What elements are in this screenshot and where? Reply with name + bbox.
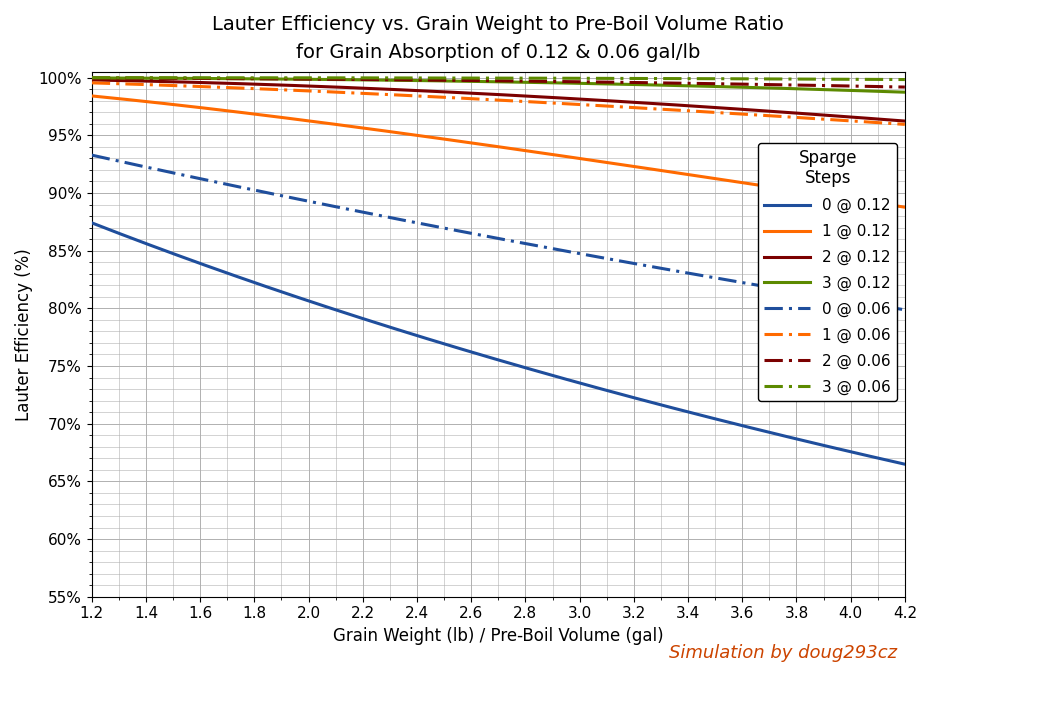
Legend: 0 @ 0.12, 1 @ 0.12, 2 @ 0.12, 3 @ 0.12, 0 @ 0.06, 1 @ 0.06, 2 @ 0.06, 3 @ 0.06: 0 @ 0.12, 1 @ 0.12, 2 @ 0.12, 3 @ 0.12, … bbox=[758, 143, 897, 401]
Title: Lauter Efficiency vs. Grain Weight to Pre-Boil Volume Ratio
for Grain Absorption: Lauter Efficiency vs. Grain Weight to Pr… bbox=[213, 15, 785, 62]
X-axis label: Grain Weight (lb) / Pre-Boil Volume (gal): Grain Weight (lb) / Pre-Boil Volume (gal… bbox=[333, 627, 664, 645]
Text: Simulation by doug293cz: Simulation by doug293cz bbox=[668, 644, 897, 662]
Y-axis label: Lauter Efficiency (%): Lauter Efficiency (%) bbox=[15, 248, 33, 421]
